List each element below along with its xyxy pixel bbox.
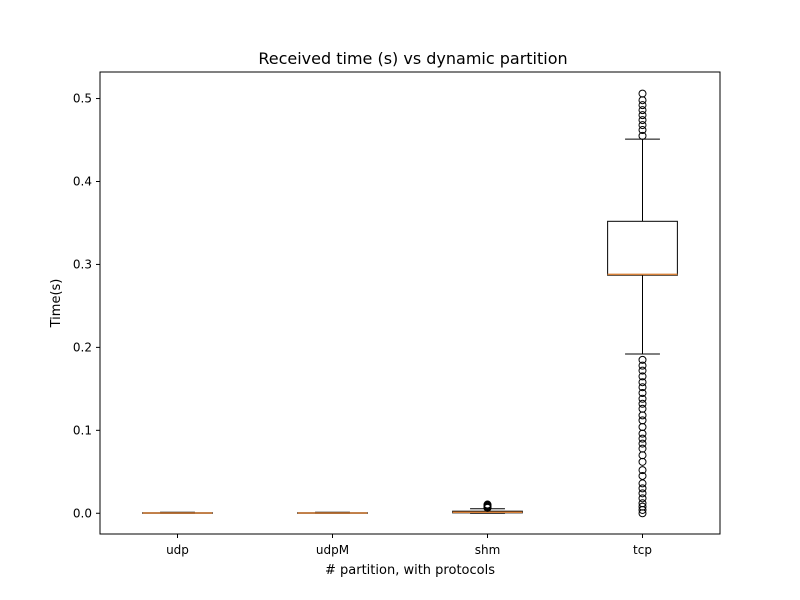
flier-point [638, 423, 647, 432]
flier-point [638, 489, 647, 498]
y-tick-label: 0.3 [73, 257, 92, 271]
flier-point [638, 383, 647, 392]
flier-point [638, 355, 647, 364]
flier-point [638, 116, 647, 125]
x-tick-label: shm [475, 543, 501, 557]
flier-point [638, 416, 647, 425]
flier-point [638, 96, 647, 105]
plot-area [99, 71, 721, 535]
x-tick-label: tcp [633, 543, 652, 557]
y-axis: 0.0 0.1 0.2 0.3 0.4 0.5 [73, 92, 100, 520]
y-tick-label: 0.0 [73, 506, 92, 520]
flier-point [638, 361, 647, 370]
x-axis-label: # partition, with protocols [325, 563, 495, 578]
flier-point [638, 101, 647, 110]
flier-point [638, 388, 647, 397]
flier-point [638, 451, 647, 460]
flier-point [638, 131, 647, 140]
box-udpM [297, 511, 368, 514]
flier-point [638, 499, 647, 508]
flier-point [638, 404, 647, 413]
flier-point [638, 457, 647, 466]
box-tcp [607, 89, 678, 518]
flier-point [638, 111, 647, 120]
box-shm [452, 500, 523, 514]
flier-point [638, 429, 647, 438]
flier-point [483, 500, 492, 509]
y-tick-label: 0.1 [73, 423, 92, 437]
flier-point [638, 394, 647, 403]
y-tick-label: 0.4 [73, 174, 92, 188]
y-tick-label: 0.5 [73, 92, 92, 106]
flier-point [638, 366, 647, 375]
flier-point [638, 484, 647, 493]
flier-point [638, 411, 647, 420]
x-axis: udp udpM shm tcp [166, 534, 652, 557]
x-tick-label: udpM [316, 543, 349, 557]
flier-point [638, 494, 647, 503]
iqr-box [607, 220, 678, 276]
flier-point [638, 466, 647, 475]
flier-point [638, 121, 647, 130]
flier-point [638, 444, 647, 453]
flier-point [638, 89, 647, 98]
chart-title: Received time (s) vs dynamic partition [258, 49, 567, 68]
flier-point [638, 378, 647, 387]
flier-point [638, 502, 647, 511]
flier-point [638, 106, 647, 115]
flier-point [638, 471, 647, 480]
flier-point [638, 126, 647, 135]
flier-point [638, 479, 647, 488]
box-series [142, 89, 678, 518]
box-udp [142, 511, 213, 514]
flier-point [638, 439, 647, 448]
flier-point [638, 372, 647, 381]
x-tick-label: udp [166, 543, 189, 557]
y-axis-label: Time(s) [49, 279, 64, 329]
y-tick-label: 0.2 [73, 340, 92, 354]
flier-point [638, 434, 647, 443]
flier-point [638, 399, 647, 408]
